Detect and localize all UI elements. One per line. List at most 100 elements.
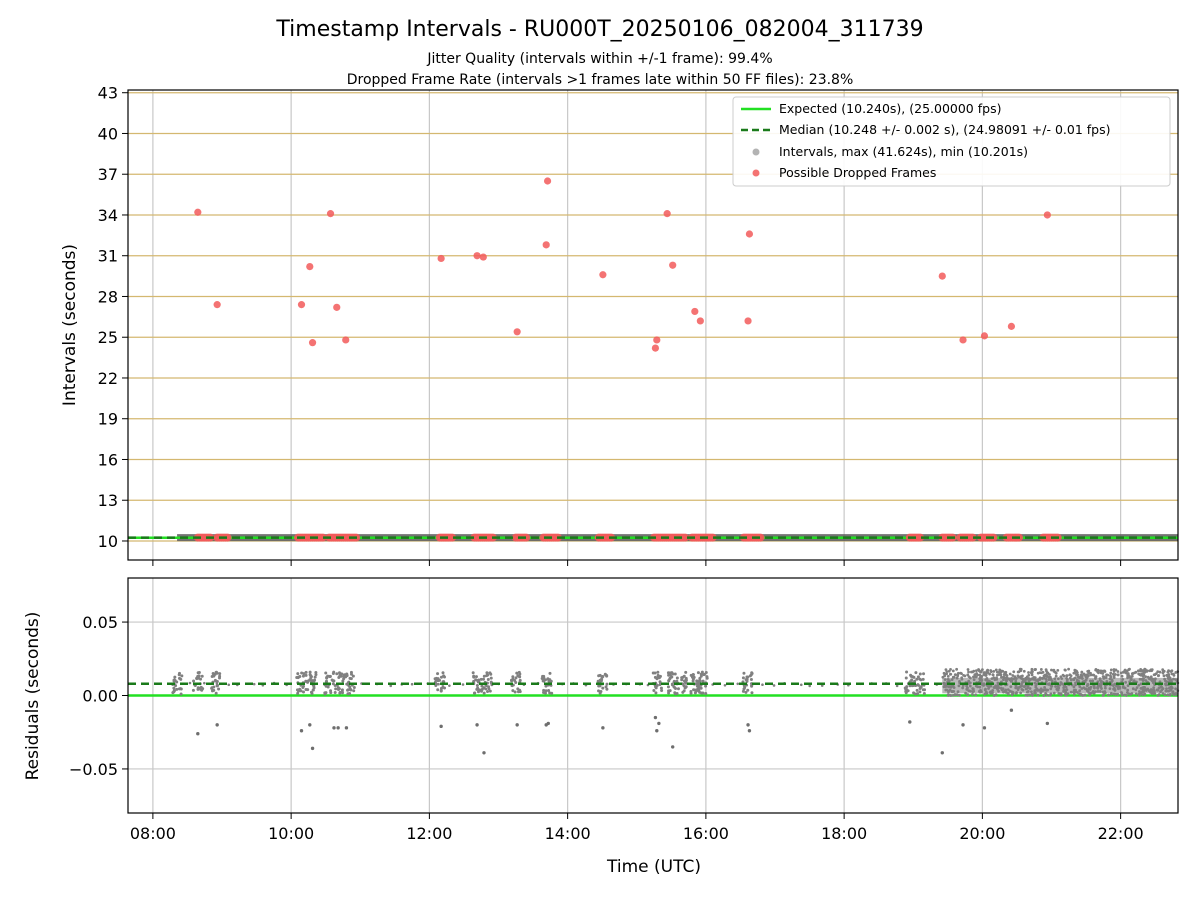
bottom-residual-point — [675, 676, 679, 680]
top-dropped-frame-point — [306, 262, 314, 271]
bottom-residual-point — [1069, 690, 1073, 694]
bottom-residual-point — [324, 684, 328, 688]
bottom-residual-point — [309, 675, 313, 679]
bottom-residual-point — [1172, 677, 1175, 681]
bottom-residual-outlier — [475, 723, 479, 727]
bottom-residual-point — [1094, 690, 1097, 693]
bottom-residual-point — [441, 685, 445, 689]
bottom-residual-point — [986, 679, 990, 683]
bottom-residual-point — [952, 693, 955, 697]
bottom-residual-point — [696, 682, 700, 686]
top-dropped-frame-point — [959, 336, 967, 344]
bottom-residual-point — [1137, 672, 1141, 676]
bottom-residual-point — [442, 675, 446, 679]
bottom-residual-point — [667, 679, 671, 683]
bottom-residual-point — [350, 672, 354, 676]
bottom-residual-point — [1171, 691, 1175, 695]
bottom-residual-point — [1064, 668, 1067, 672]
top-y-tick-label: 16 — [98, 450, 118, 469]
bottom-residual-point — [1103, 669, 1106, 673]
bottom-residual-point — [339, 674, 343, 678]
bottom-residual-point — [1110, 679, 1114, 683]
bottom-residual-point — [296, 691, 300, 695]
bottom-residual-point — [956, 673, 960, 677]
bottom-residual-point — [944, 668, 948, 672]
bottom-residual-point — [410, 682, 414, 686]
bottom-residual-point — [1084, 687, 1088, 691]
top-dropped-frame-point — [745, 230, 754, 238]
bottom-residual-point — [1052, 691, 1056, 695]
bottom-residual-point — [957, 684, 961, 688]
legend-dropped-marker — [752, 169, 760, 177]
bottom-residual-point — [675, 679, 679, 683]
bottom-residual-point — [977, 669, 981, 673]
bottom-residual-point — [1041, 670, 1045, 674]
top-y-tick-label: 40 — [98, 124, 118, 143]
bottom-residual-point — [1109, 692, 1113, 696]
bottom-residual-point — [1098, 677, 1102, 681]
bottom-residual-point — [312, 684, 316, 688]
bottom-residual-point — [1098, 690, 1102, 693]
bottom-residual-point — [518, 672, 522, 676]
top-dropped-frame-point — [543, 177, 552, 185]
bottom-residual-point — [653, 675, 657, 679]
bottom-residual-point — [998, 668, 1002, 672]
bottom-residual-point — [218, 676, 222, 680]
bottom-residual-point — [1072, 690, 1076, 694]
bottom-residual-point — [1169, 670, 1173, 673]
bottom-residual-point — [441, 671, 445, 675]
bottom-residual-point — [704, 684, 708, 688]
bottom-residual-point — [673, 672, 677, 676]
bottom-residual-point — [959, 671, 963, 675]
bottom-residual-point — [1111, 672, 1115, 676]
bottom-residual-point — [922, 692, 926, 696]
bottom-residual-point — [723, 684, 727, 687]
bottom-residual-point — [958, 679, 961, 683]
bottom-residual-point — [297, 689, 301, 693]
bottom-residual-point — [472, 691, 476, 695]
bottom-residual-point — [479, 688, 483, 692]
bottom-residual-point — [1101, 675, 1105, 678]
top-dropped-frame-point — [651, 344, 660, 352]
bottom-residual-point — [1121, 684, 1125, 688]
bottom-residual-point — [516, 687, 520, 691]
bottom-residual-point — [947, 685, 951, 689]
bottom-residual-point — [984, 690, 988, 694]
bottom-residual-point — [991, 673, 995, 677]
bottom-residual-point — [772, 684, 776, 687]
bottom-residual-point — [486, 677, 490, 681]
bottom-residual-point — [676, 687, 680, 691]
bottom-residual-point — [1139, 682, 1143, 686]
bottom-residual-outlier — [1009, 708, 1014, 712]
bottom-residual-point — [1153, 692, 1157, 695]
bottom-residual-point — [1014, 686, 1018, 690]
bottom-residual-outlier — [655, 729, 659, 733]
bottom-residual-point — [1026, 686, 1030, 689]
bottom-residual-point — [1096, 689, 1100, 693]
bottom-residual-point — [921, 677, 925, 681]
bottom-residual-point — [1163, 677, 1167, 681]
bottom-residual-point — [1160, 685, 1163, 689]
bottom-residual-point — [306, 688, 310, 692]
bottom-residual-point — [485, 671, 489, 675]
bottom-residual-point — [1016, 688, 1020, 692]
bottom-residual-point — [351, 674, 355, 678]
bottom-residual-point — [956, 690, 960, 694]
bottom-residual-point — [296, 672, 300, 676]
bottom-residual-point — [203, 681, 206, 685]
bottom-residual-point — [603, 672, 607, 676]
bottom-residual-point — [1072, 677, 1076, 681]
bottom-residual-point — [905, 670, 909, 674]
bottom-residual-point — [1093, 686, 1096, 690]
bottom-residual-point — [702, 672, 706, 676]
bottom-residual-point — [1075, 678, 1079, 682]
bottom-residual-point — [1124, 694, 1128, 697]
bottom-residual-point — [1138, 677, 1142, 681]
bottom-residual-point — [1119, 671, 1123, 675]
bottom-residual-point — [1079, 673, 1083, 677]
bottom-residual-point — [916, 683, 920, 687]
legend-dropped-label: Possible Dropped Frames — [779, 165, 936, 180]
bottom-residual-point — [548, 671, 552, 675]
bottom-residual-point — [744, 690, 748, 694]
bottom-residual-point — [212, 688, 216, 692]
